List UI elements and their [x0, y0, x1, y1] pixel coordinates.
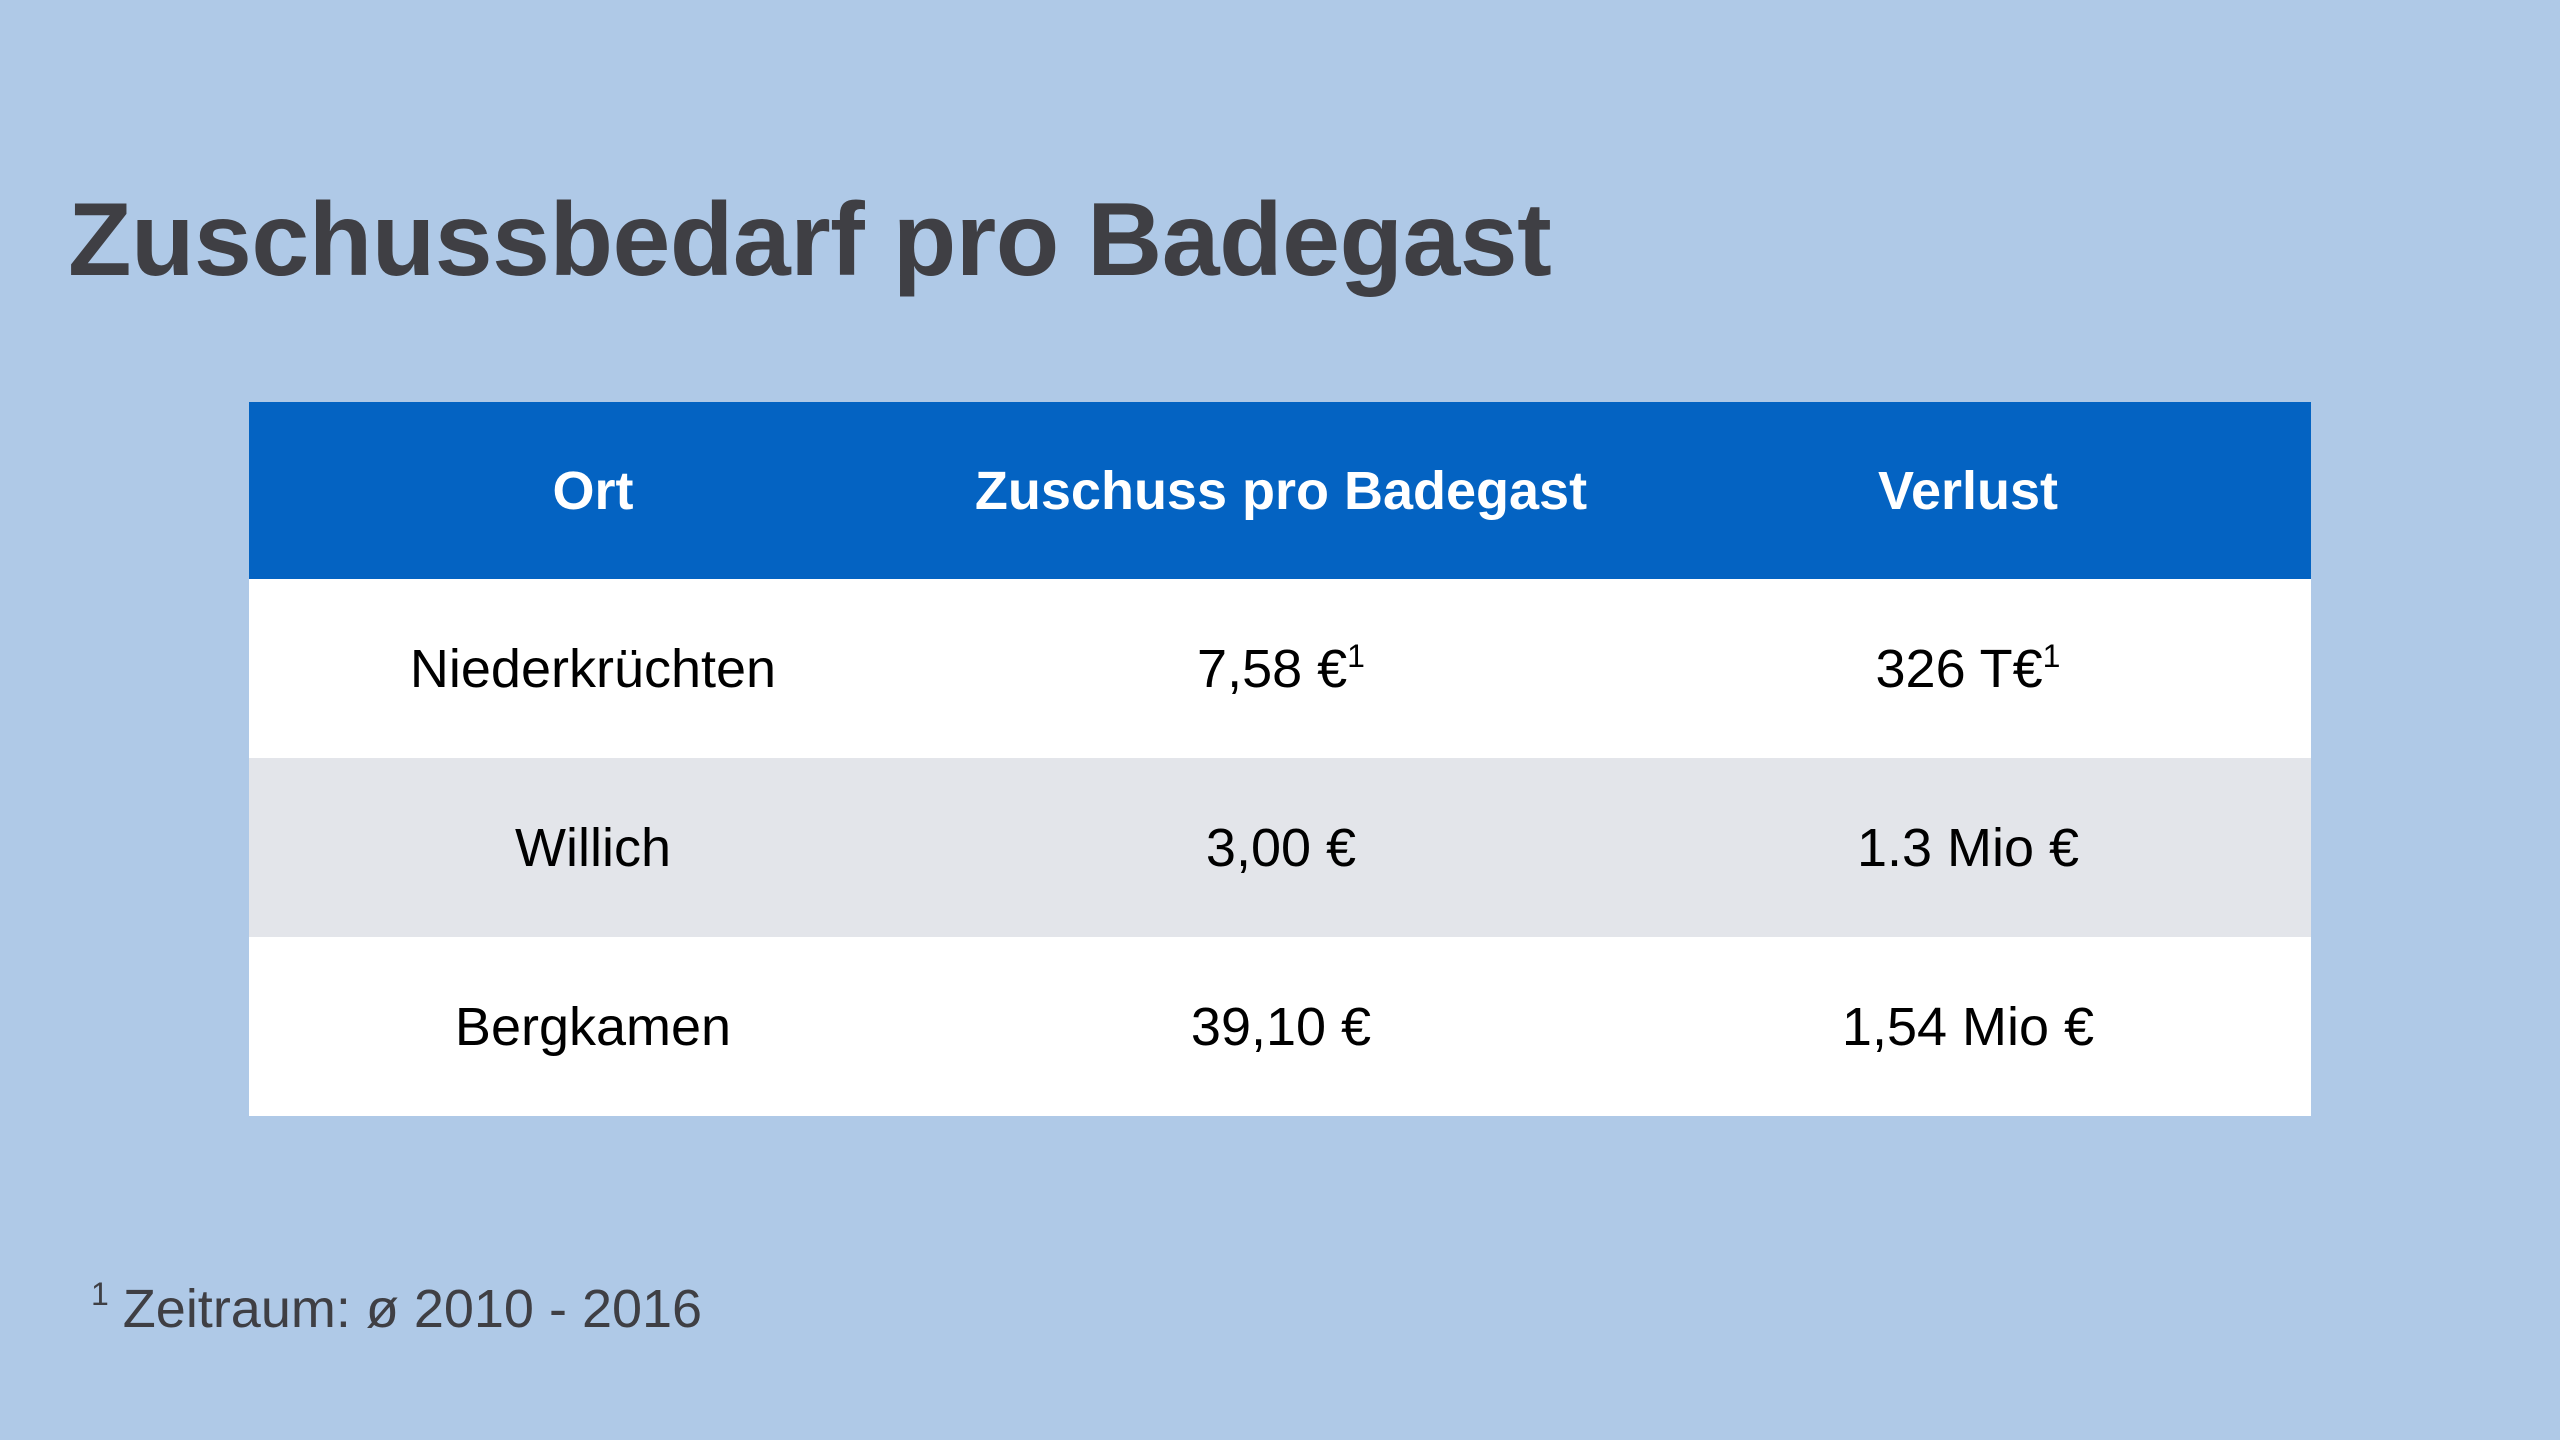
cell-ort: Niederkrüchten	[249, 579, 937, 758]
cell-ort-text: Willich	[515, 817, 671, 878]
table-header-row: Ort Zuschuss pro Badegast Verlust	[249, 402, 2311, 579]
cell-verlust: 326 T€1	[1625, 579, 2311, 758]
table-row: Niederkrüchten 7,58 €1 326 T€1	[249, 579, 2311, 758]
column-header-ort: Ort	[552, 460, 634, 521]
cell-zuschuss-text: 7,58 €	[1197, 638, 1348, 699]
cell-ort: Willich	[249, 758, 937, 937]
cell-zuschuss-text: 39,10 €	[1190, 996, 1372, 1057]
cell-ort-text: Niederkrüchten	[409, 638, 777, 699]
cell-ort-text: Bergkamen	[454, 996, 732, 1057]
cell-zuschuss: 39,10 €	[937, 937, 1625, 1116]
table-row: Bergkamen 39,10 € 1,54 Mio €	[249, 937, 2311, 1116]
cell-verlust-text: 1.3 Mio €	[1856, 817, 2080, 878]
slide-title: Zuschussbedarf pro Badegast	[68, 182, 1552, 298]
cell-verlust: 1.3 Mio €	[1625, 758, 2311, 937]
column-header-zuschuss: Zuschuss pro Badegast	[974, 460, 1588, 521]
cell-verlust-text: 1,54 Mio €	[1841, 996, 2095, 1057]
footnote-number: 1	[91, 1276, 109, 1312]
cell-zuschuss-text: 3,00 €	[1205, 817, 1357, 878]
footnote-marker: 1	[1347, 637, 1365, 674]
cell-zuschuss: 3,00 €	[937, 758, 1625, 937]
cell-ort: Bergkamen	[249, 937, 937, 1116]
column-header-verlust: Verlust	[1877, 460, 2059, 521]
cell-zuschuss: 7,58 €1	[937, 579, 1625, 758]
cell-verlust-text: 326 T€	[1875, 638, 2043, 699]
footnote-text: Zeitraum: ø 2010 - 2016	[122, 1279, 703, 1339]
table-row: Willich 3,00 € 1.3 Mio €	[249, 758, 2311, 937]
footnote-marker: 1	[2042, 637, 2061, 674]
cell-verlust: 1,54 Mio €	[1625, 937, 2311, 1116]
footnote: 1 Zeitraum: ø 2010 - 2016	[91, 1278, 702, 1340]
data-table: Ort Zuschuss pro Badegast Verlust Nieder…	[249, 402, 2311, 1116]
